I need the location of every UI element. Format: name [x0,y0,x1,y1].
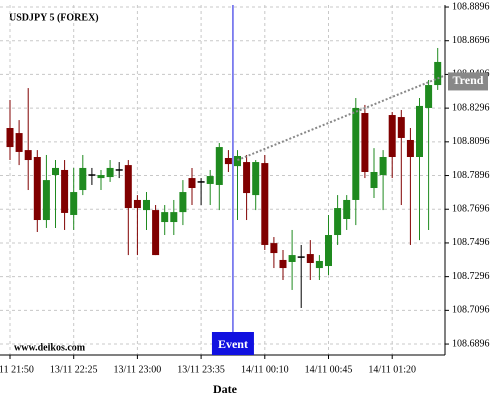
candle-body [252,162,260,196]
y-tick-label: 108.7696 [452,204,490,215]
y-tick-label: 108.7096 [452,305,490,316]
y-tick-label: 108.8096 [452,136,490,147]
candle-body [416,105,423,157]
candle-body [179,192,187,213]
candle-body [97,175,105,179]
y-tick-label: 108.6896 [452,338,490,349]
x-tick-label: 13/11 22:25 [50,364,98,375]
event-label: Event [218,337,248,351]
candle-body [161,212,169,223]
candle-body [261,163,269,245]
x-tick-label: 13/11 23:00 [114,364,162,375]
y-tick-label: 108.8896 [452,1,490,12]
x-axis-title: Date [213,382,238,396]
candle-body [325,235,332,267]
candle-body [406,139,414,157]
candle-body [143,199,150,211]
x-tick-label: 13/11 23:35 [177,364,225,375]
x-tick-label: 14/11 01:20 [368,364,416,375]
candle-body [70,192,78,215]
candle-body [133,199,141,209]
trend-label: Trend [453,73,484,87]
candle-body [288,255,296,262]
y-tick-label: 108.8296 [452,102,490,113]
event-label-box [211,332,254,355]
candle-body [361,113,369,172]
candle-body [388,115,396,157]
candle-body [188,178,196,189]
candle-body [42,180,50,221]
candle-body [124,165,132,209]
candle-body [370,171,378,189]
x-tick-label: 13/11 21:50 [0,364,34,375]
y-tick-label: 108.8696 [452,35,490,46]
candle-body [61,169,69,213]
x-tick-label: 14/11 00:10 [241,364,289,375]
candle-body [397,117,405,138]
candle-body [434,61,442,86]
candle-body [52,167,59,176]
candle-body [425,85,433,108]
candle-body [206,176,214,184]
y-tick-label: 108.7896 [452,170,490,181]
candle-body [215,147,223,185]
candle-body [315,260,323,269]
y-tick-label: 108.7296 [452,271,490,282]
candle-body [170,212,178,223]
candle-body [306,254,314,263]
candle-body [270,243,278,254]
trend-line [237,74,446,161]
candle-body [352,107,360,200]
candle-body [334,208,342,236]
candle-body [33,156,41,221]
candle-body [234,155,241,167]
candle-body [6,128,14,148]
candle-body [279,259,287,269]
candle-body [243,162,251,194]
x-tick-label: 14/11 00:45 [305,364,353,375]
candle-body [379,156,387,176]
candle-body [15,133,23,152]
trend-label-box [448,72,488,91]
candle-body [224,158,232,165]
source-label: www.delkos.com [14,342,86,353]
y-tick-label: 108.7496 [452,237,490,248]
candle-body [152,210,160,256]
candle-body [106,167,114,178]
candle-body [24,150,32,161]
candle-body [79,167,87,191]
candle-body [343,199,351,220]
chart-title: USDJPY 5 (FOREX) [9,12,99,23]
